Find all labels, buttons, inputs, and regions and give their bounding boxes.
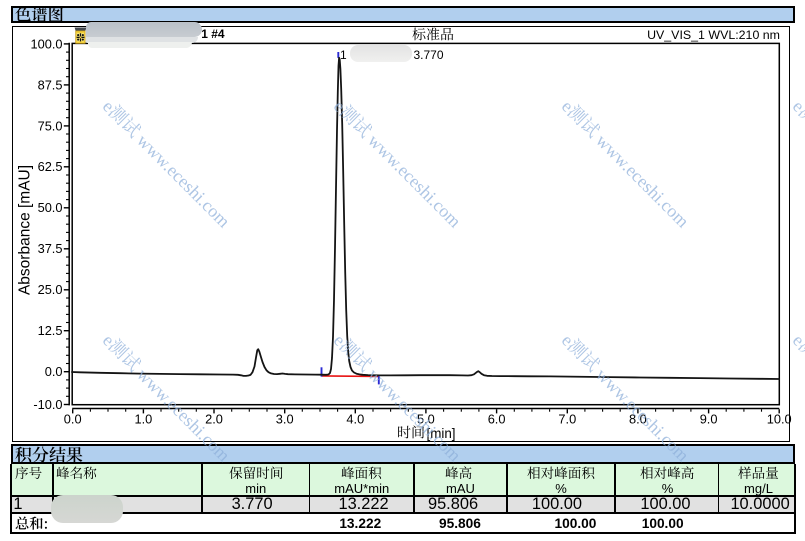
svg-text:1.0: 1.0 [135, 411, 153, 426]
svg-text:5.0: 5.0 [417, 411, 435, 426]
svg-text:3.0: 3.0 [276, 411, 294, 426]
svg-text:0.0: 0.0 [64, 411, 82, 426]
svg-text:7.0: 7.0 [558, 411, 576, 426]
svg-text:100.0: 100.0 [30, 36, 62, 51]
svg-text:50.0: 50.0 [38, 200, 63, 215]
svg-text:-10.0: -10.0 [33, 397, 62, 412]
svg-text:8.0: 8.0 [629, 411, 647, 426]
svg-text:25.0: 25.0 [38, 282, 63, 297]
svg-text:0.0: 0.0 [45, 364, 63, 379]
svg-text:4.0: 4.0 [346, 411, 364, 426]
svg-text:87.5: 87.5 [38, 77, 63, 92]
svg-text:75.0: 75.0 [38, 118, 63, 133]
svg-text:12.5: 12.5 [38, 323, 63, 338]
svg-text:37.5: 37.5 [38, 241, 63, 256]
svg-text:10.0: 10.0 [767, 411, 792, 426]
svg-text:6.0: 6.0 [488, 411, 506, 426]
svg-text:9.0: 9.0 [700, 411, 718, 426]
svg-text:62.5: 62.5 [38, 159, 63, 174]
svg-text:2.0: 2.0 [205, 411, 223, 426]
